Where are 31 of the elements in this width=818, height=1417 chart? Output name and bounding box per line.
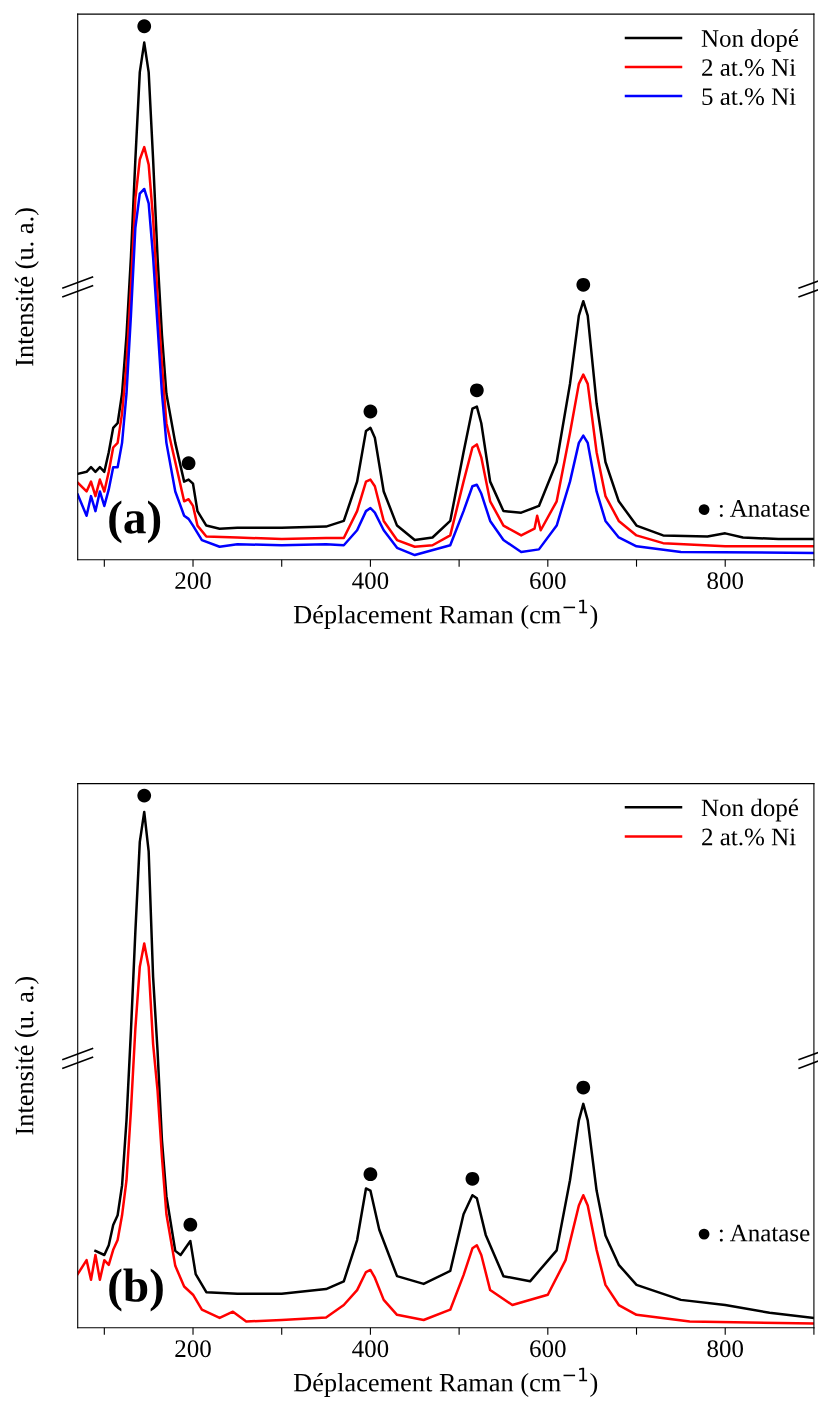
- x-tick-label: 800: [707, 1340, 744, 1358]
- x-tick-label: 600: [530, 1340, 566, 1358]
- x-axis-title: Déplacement Raman (cm$^{−1}$): [293, 1367, 598, 1397]
- annotation: ●: [363, 404, 378, 419]
- x-axis-title: Déplacement Raman (cm$^{−1}$): [293, 599, 598, 629]
- annotation: ●: [137, 19, 152, 34]
- annotation: ●: [183, 1217, 198, 1232]
- legend-label: 5 at.% Ni: [702, 88, 796, 106]
- legend-label: Non dopé: [701, 798, 799, 822]
- annotation: ●: [465, 1171, 480, 1186]
- x-tick-label: 400: [352, 1340, 389, 1358]
- y-axis-title: Intensité (u. a.): [14, 208, 39, 366]
- annotation: ●: [469, 383, 484, 398]
- annotation: (a): [109, 500, 161, 544]
- y-axis-title: Intensité (u. a.): [14, 976, 39, 1135]
- annotation: ●: [363, 1167, 378, 1182]
- annotation: ● : Anatase: [698, 1224, 810, 1242]
- annotation: ●: [137, 788, 152, 803]
- annotation: ● : Anatase: [698, 500, 810, 517]
- legend-label: 2 at.% Ni: [702, 828, 796, 846]
- legend-label: 2 at.% Ni: [702, 59, 796, 77]
- x-tick-label: 600: [530, 572, 566, 590]
- annotation: ●: [576, 277, 591, 292]
- annotation: ●: [181, 456, 196, 471]
- x-tick-label: 200: [175, 572, 211, 590]
- x-tick-label: 200: [175, 1340, 211, 1358]
- annotation: (b): [109, 1268, 163, 1312]
- legend-label: Non dopé: [701, 29, 799, 52]
- x-tick-label: 400: [352, 572, 389, 590]
- annotation: ●: [576, 1080, 591, 1095]
- x-tick-label: 800: [707, 572, 744, 590]
